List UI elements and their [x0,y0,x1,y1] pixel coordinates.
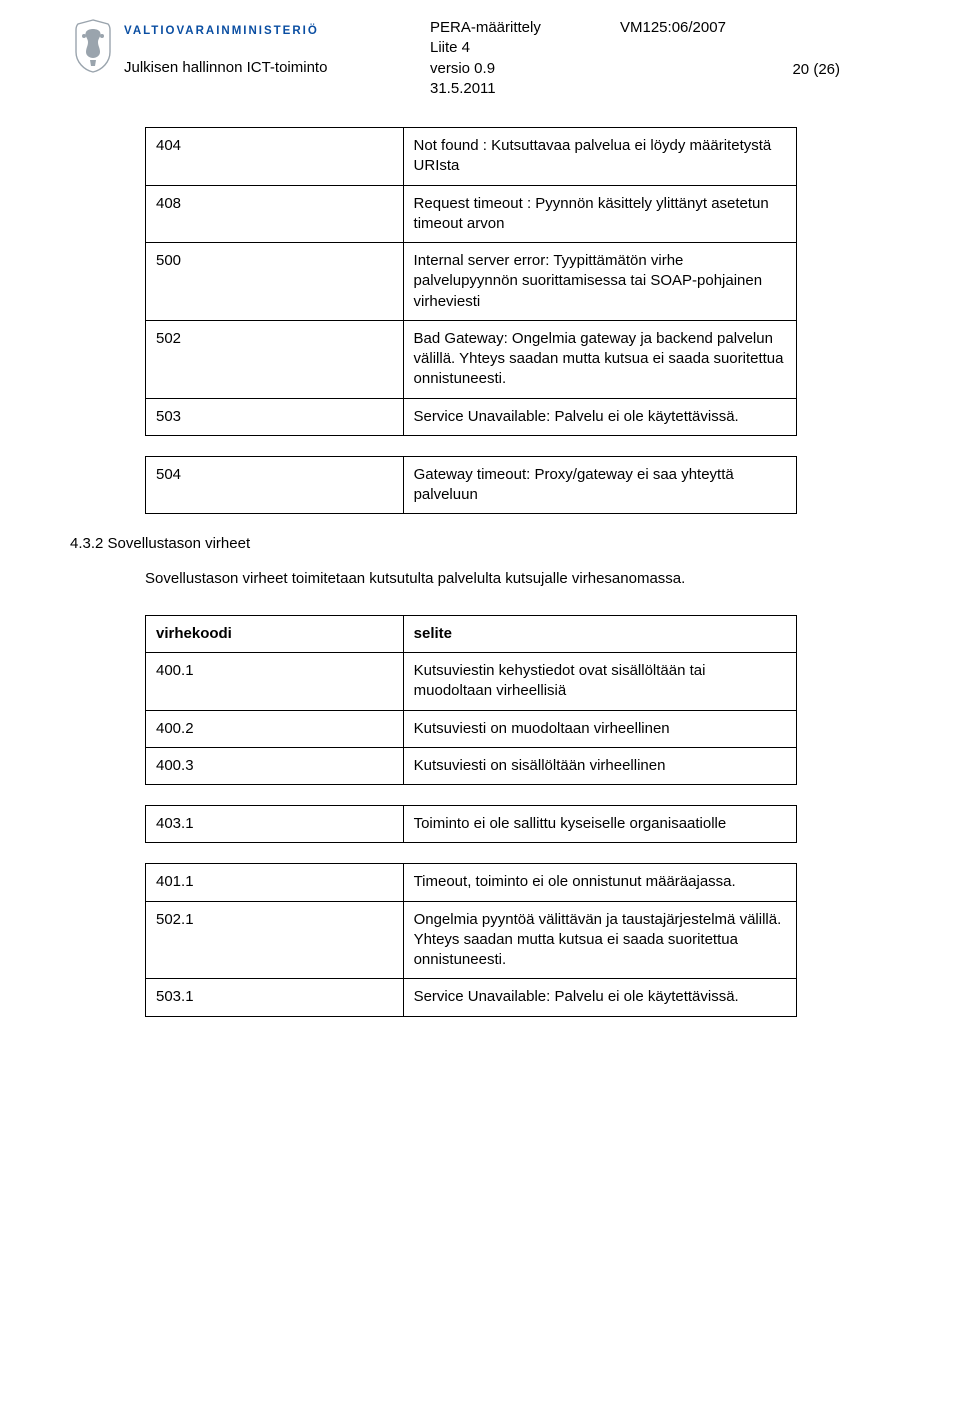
lion-emblem-icon [70,18,116,74]
http-status-table-2: 504 Gateway timeout: Proxy/gateway ei sa… [145,456,797,515]
error-desc: Kutsuviesti on sisällöltään virheellinen [403,747,796,784]
error-desc: Ongelmia pyyntöä välittävän ja taustajär… [403,901,796,979]
table-row: 408 Request timeout : Pyynnön käsittely … [146,185,797,243]
doc-annex: Liite 4 [430,38,620,58]
error-code: 400.1 [146,653,404,711]
error-desc: Kutsuviestin kehystiedot ovat sisällöltä… [403,653,796,711]
table-row: 500 Internal server error: Tyypittämätön… [146,243,797,321]
status-code: 502 [146,320,404,398]
table-row: 404 Not found : Kutsuttavaa palvelua ei … [146,128,797,186]
error-desc: Timeout, toiminto ei ole onnistunut määr… [403,864,796,901]
status-code: 504 [146,456,404,514]
app-error-table-3: 401.1 Timeout, toiminto ei ole onnistunu… [145,863,797,1016]
doc-version: versio 0.9 [430,59,620,79]
status-code: 503 [146,398,404,435]
status-code: 408 [146,185,404,243]
table-row: 503 Service Unavailable: Palvelu ei ole … [146,398,797,435]
error-code: 403.1 [146,806,404,843]
doc-ref: VM125:06/2007 [620,18,840,38]
table-row: 502.1 Ongelmia pyyntöä välittävän ja tau… [146,901,797,979]
http-status-table-1: 404 Not found : Kutsuttavaa palvelua ei … [145,127,797,436]
app-error-table-1: virhekoodi selite 400.1 Kutsuviestin keh… [145,615,797,785]
error-code: 400.3 [146,747,404,784]
table-row: 401.1 Timeout, toiminto ei ole onnistunu… [146,864,797,901]
section-heading: 4.3.2 Sovellustason virheet [70,534,890,554]
doc-date: 31.5.2011 [430,79,620,99]
doc-title: PERA-määrittely [430,18,620,38]
col-header-code: virhekoodi [146,615,404,652]
error-code: 401.1 [146,864,404,901]
status-desc: Not found : Kutsuttavaa palvelua ei löyd… [403,128,796,186]
table-row: 400.1 Kutsuviestin kehystiedot ovat sisä… [146,653,797,711]
department-name: Julkisen hallinnon ICT-toiminto [124,58,327,78]
header-right: VM125:06/2007 20 (26) [620,18,840,81]
error-code: 400.2 [146,710,404,747]
header-center: PERA-määrittely Liite 4 versio 0.9 31.5.… [380,18,620,99]
error-desc: Service Unavailable: Palvelu ei ole käyt… [403,979,796,1016]
status-desc: Request timeout : Pyynnön käsittely ylit… [403,185,796,243]
status-desc: Service Unavailable: Palvelu ei ole käyt… [403,398,796,435]
table-row: 502 Bad Gateway: Ongelmia gateway ja bac… [146,320,797,398]
table-row: 503.1 Service Unavailable: Palvelu ei ol… [146,979,797,1016]
table-header-row: virhekoodi selite [146,615,797,652]
app-error-table-2: 403.1 Toiminto ei ole sallittu kyseisell… [145,805,797,843]
status-code: 404 [146,128,404,186]
table-row: 403.1 Toiminto ei ole sallittu kyseisell… [146,806,797,843]
status-desc: Internal server error: Tyypittämätön vir… [403,243,796,321]
error-desc: Kutsuviesti on muodoltaan virheellinen [403,710,796,747]
logo-area: VALTIOVARAINMINISTERIÖ Julkisen hallinno… [70,18,380,78]
page-header: VALTIOVARAINMINISTERIÖ Julkisen hallinno… [70,18,890,99]
ministry-name: VALTIOVARAINMINISTERIÖ [124,24,327,40]
status-code: 500 [146,243,404,321]
table-row: 400.3 Kutsuviesti on sisällöltään virhee… [146,747,797,784]
page-number: 20 (26) [620,60,840,80]
error-code: 502.1 [146,901,404,979]
status-desc: Gateway timeout: Proxy/gateway ei saa yh… [403,456,796,514]
table-row: 504 Gateway timeout: Proxy/gateway ei sa… [146,456,797,514]
status-desc: Bad Gateway: Ongelmia gateway ja backend… [403,320,796,398]
table-row: 400.2 Kutsuviesti on muodoltaan virheell… [146,710,797,747]
col-header-desc: selite [403,615,796,652]
error-desc: Toiminto ei ole sallittu kyseiselle orga… [403,806,796,843]
section-paragraph: Sovellustason virheet toimitetaan kutsut… [145,569,890,589]
error-code: 503.1 [146,979,404,1016]
